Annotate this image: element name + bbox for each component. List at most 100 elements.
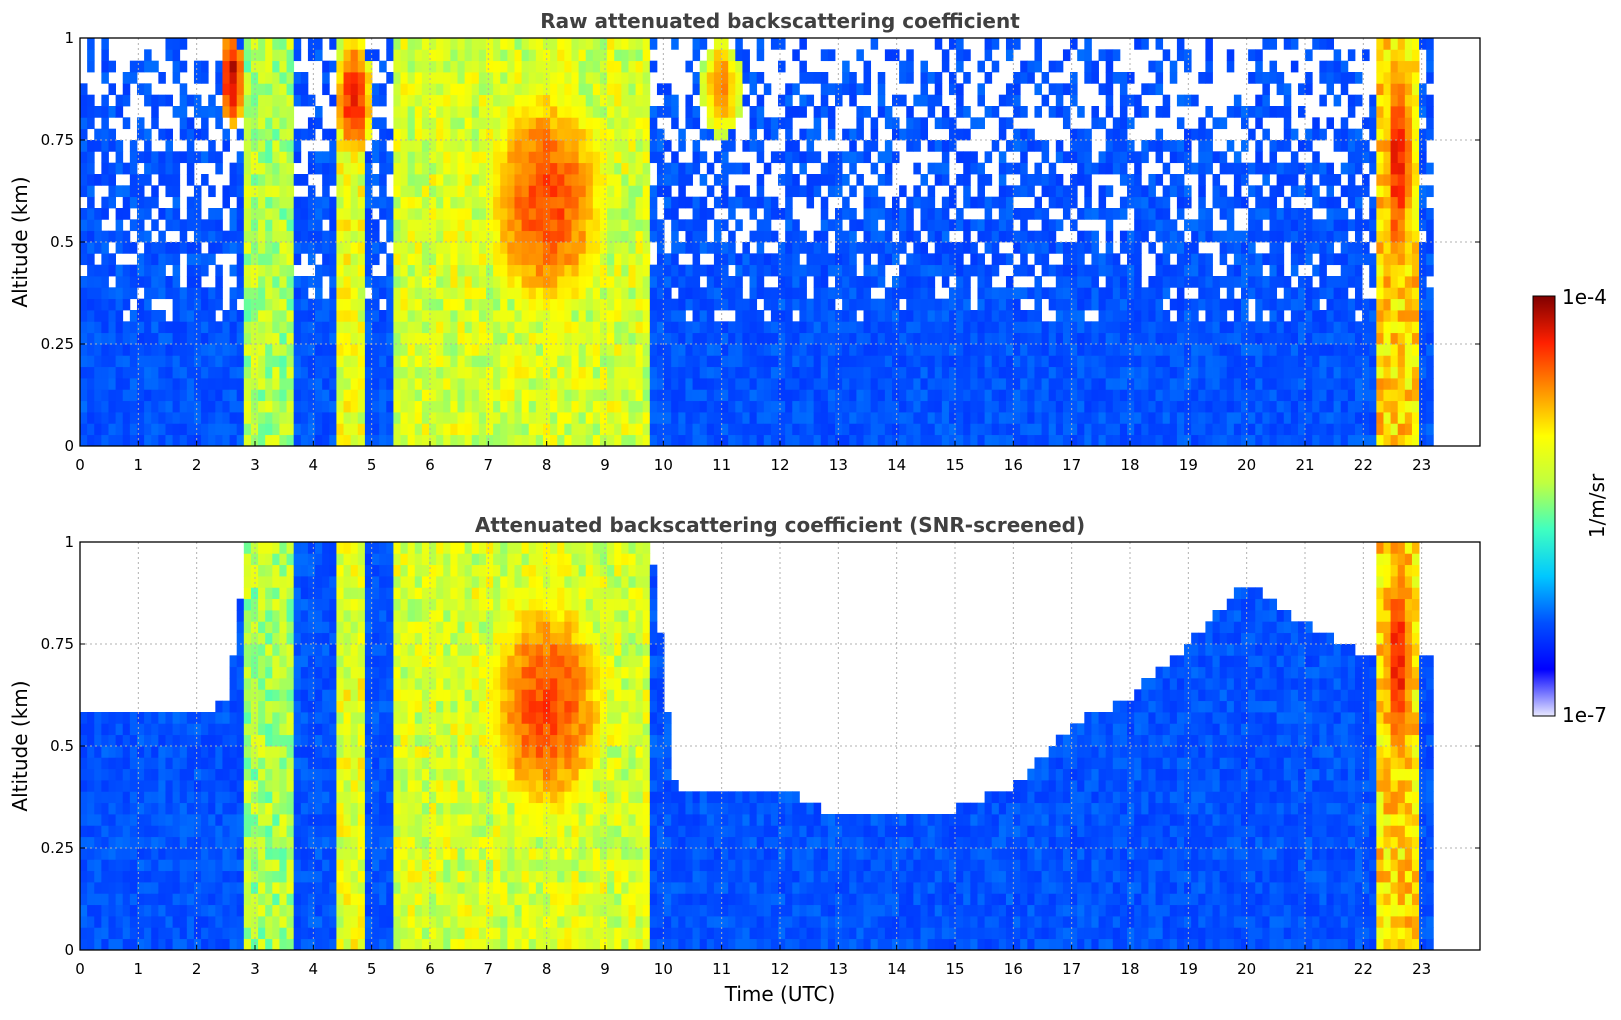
heat-cell xyxy=(1191,230,1199,243)
heat-cell xyxy=(329,423,337,436)
heat-cell xyxy=(329,276,337,288)
heat-cell xyxy=(884,366,893,379)
heat-cell xyxy=(521,366,530,379)
heat-cell xyxy=(307,310,316,322)
heat-cell xyxy=(443,412,451,424)
heat-cell xyxy=(906,412,914,424)
heat-cell xyxy=(193,298,202,311)
heat-cell xyxy=(186,242,195,254)
heat-cell xyxy=(443,117,451,130)
heat-cell xyxy=(806,140,815,152)
heat-cell xyxy=(286,219,295,232)
heat-cell xyxy=(471,344,480,356)
heat-cell xyxy=(136,412,145,424)
heat-cell xyxy=(350,72,359,84)
heat-cell xyxy=(1276,355,1285,368)
heat-cell xyxy=(621,117,629,130)
heat-cell xyxy=(1055,434,1064,447)
heat-cell xyxy=(286,128,295,141)
heat-cell xyxy=(1205,128,1213,141)
heat-cell xyxy=(892,423,900,436)
heat-cell xyxy=(236,38,245,50)
heat-cell xyxy=(179,389,188,402)
heat-cell xyxy=(1055,106,1064,118)
heat-cell xyxy=(1134,366,1142,379)
heat-cell xyxy=(1127,434,1135,447)
heat-cell xyxy=(350,400,359,413)
heat-cell xyxy=(564,38,572,50)
heat-cell xyxy=(478,344,487,356)
heat-cell xyxy=(1112,344,1121,356)
heat-cell xyxy=(607,72,615,84)
heat-cell xyxy=(108,366,117,379)
heat-cell xyxy=(1005,162,1014,175)
heat-cell xyxy=(664,298,672,311)
heat-cell xyxy=(478,264,487,277)
heat-cell xyxy=(307,196,316,209)
heat-cell xyxy=(1027,230,1035,243)
heat-cell xyxy=(215,287,223,300)
heat-cell xyxy=(293,298,302,311)
heat-cell xyxy=(585,253,594,266)
heat-cell xyxy=(165,321,173,334)
heat-cell xyxy=(1241,355,1249,368)
heat-cell xyxy=(1198,230,1206,243)
heat-cell xyxy=(585,151,594,164)
heat-cell xyxy=(1255,287,1263,300)
heat-cell xyxy=(1255,60,1263,73)
heat-cell xyxy=(956,378,964,390)
heat-cell xyxy=(585,378,594,390)
heat-cell xyxy=(528,378,537,390)
heat-cell xyxy=(272,140,280,152)
heat-cell xyxy=(322,72,330,84)
heat-cell xyxy=(941,355,950,368)
heat-cell xyxy=(108,253,117,266)
heat-cell xyxy=(635,355,644,368)
heat-cell xyxy=(1105,230,1114,243)
heat-cell xyxy=(535,310,544,322)
heat-cell xyxy=(642,242,651,254)
heat-cell xyxy=(414,72,423,84)
heat-cell xyxy=(208,321,216,334)
heat-cell xyxy=(778,378,786,390)
heat-cell xyxy=(742,310,750,322)
heat-cell xyxy=(571,151,579,164)
heat-cell xyxy=(179,298,188,311)
heat-cell xyxy=(414,264,423,277)
heat-cell xyxy=(279,400,287,413)
heat-cell xyxy=(1262,276,1270,288)
heat-cell xyxy=(557,140,565,152)
heat-cell xyxy=(158,434,166,447)
heat-cell xyxy=(179,83,188,96)
heat-cell xyxy=(250,106,259,118)
heat-cell xyxy=(607,151,615,164)
heat-cell xyxy=(1269,287,1278,300)
heat-cell xyxy=(827,412,836,424)
heat-cell xyxy=(108,355,117,368)
heat-cell xyxy=(1155,400,1164,413)
heat-cell xyxy=(1112,208,1121,220)
heat-cell xyxy=(307,38,316,50)
heat-cell xyxy=(500,355,508,368)
heat-cell xyxy=(635,185,644,198)
heat-cell xyxy=(778,434,786,447)
heat-cell xyxy=(963,355,971,368)
heat-cell xyxy=(542,412,551,424)
heat-cell xyxy=(649,389,658,402)
heat-cell xyxy=(842,276,850,288)
heat-cell xyxy=(1084,412,1092,424)
heat-cell xyxy=(364,230,373,243)
heat-cell xyxy=(407,196,416,209)
heat-cell xyxy=(792,219,800,232)
heat-cell xyxy=(1119,72,1128,84)
heat-cell xyxy=(635,242,644,254)
heat-cell xyxy=(315,366,323,379)
heat-cell xyxy=(229,321,238,334)
heat-cell xyxy=(1233,389,1242,402)
heat-cell xyxy=(87,264,95,277)
heat-cell xyxy=(1248,344,1256,356)
heat-cell xyxy=(222,106,230,118)
heat-cell xyxy=(1105,253,1114,266)
heat-cell xyxy=(1219,332,1228,345)
heat-cell xyxy=(948,242,957,254)
